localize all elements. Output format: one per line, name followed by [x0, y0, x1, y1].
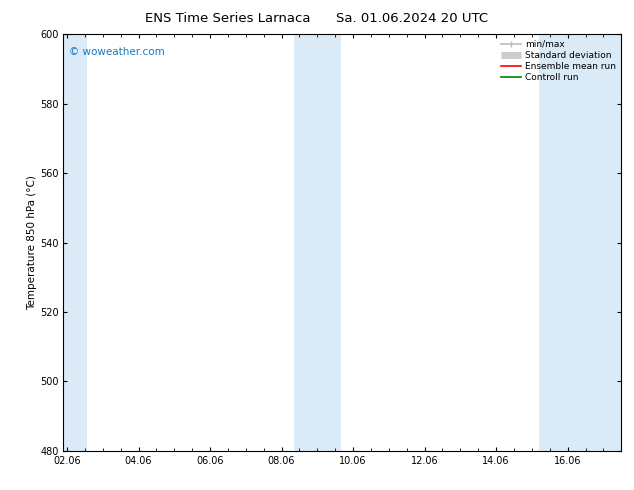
- Bar: [294, 34, 340, 451]
- Text: ENS Time Series Larnaca      Sa. 01.06.2024 20 UTC: ENS Time Series Larnaca Sa. 01.06.2024 2…: [145, 12, 489, 25]
- Y-axis label: Temperature 850 hPa (°C): Temperature 850 hPa (°C): [27, 175, 37, 310]
- Bar: [63, 34, 87, 451]
- Legend: min/max, Standard deviation, Ensemble mean run, Controll run: min/max, Standard deviation, Ensemble me…: [499, 37, 619, 85]
- Text: © woweather.com: © woweather.com: [69, 47, 165, 57]
- Bar: [539, 34, 621, 451]
